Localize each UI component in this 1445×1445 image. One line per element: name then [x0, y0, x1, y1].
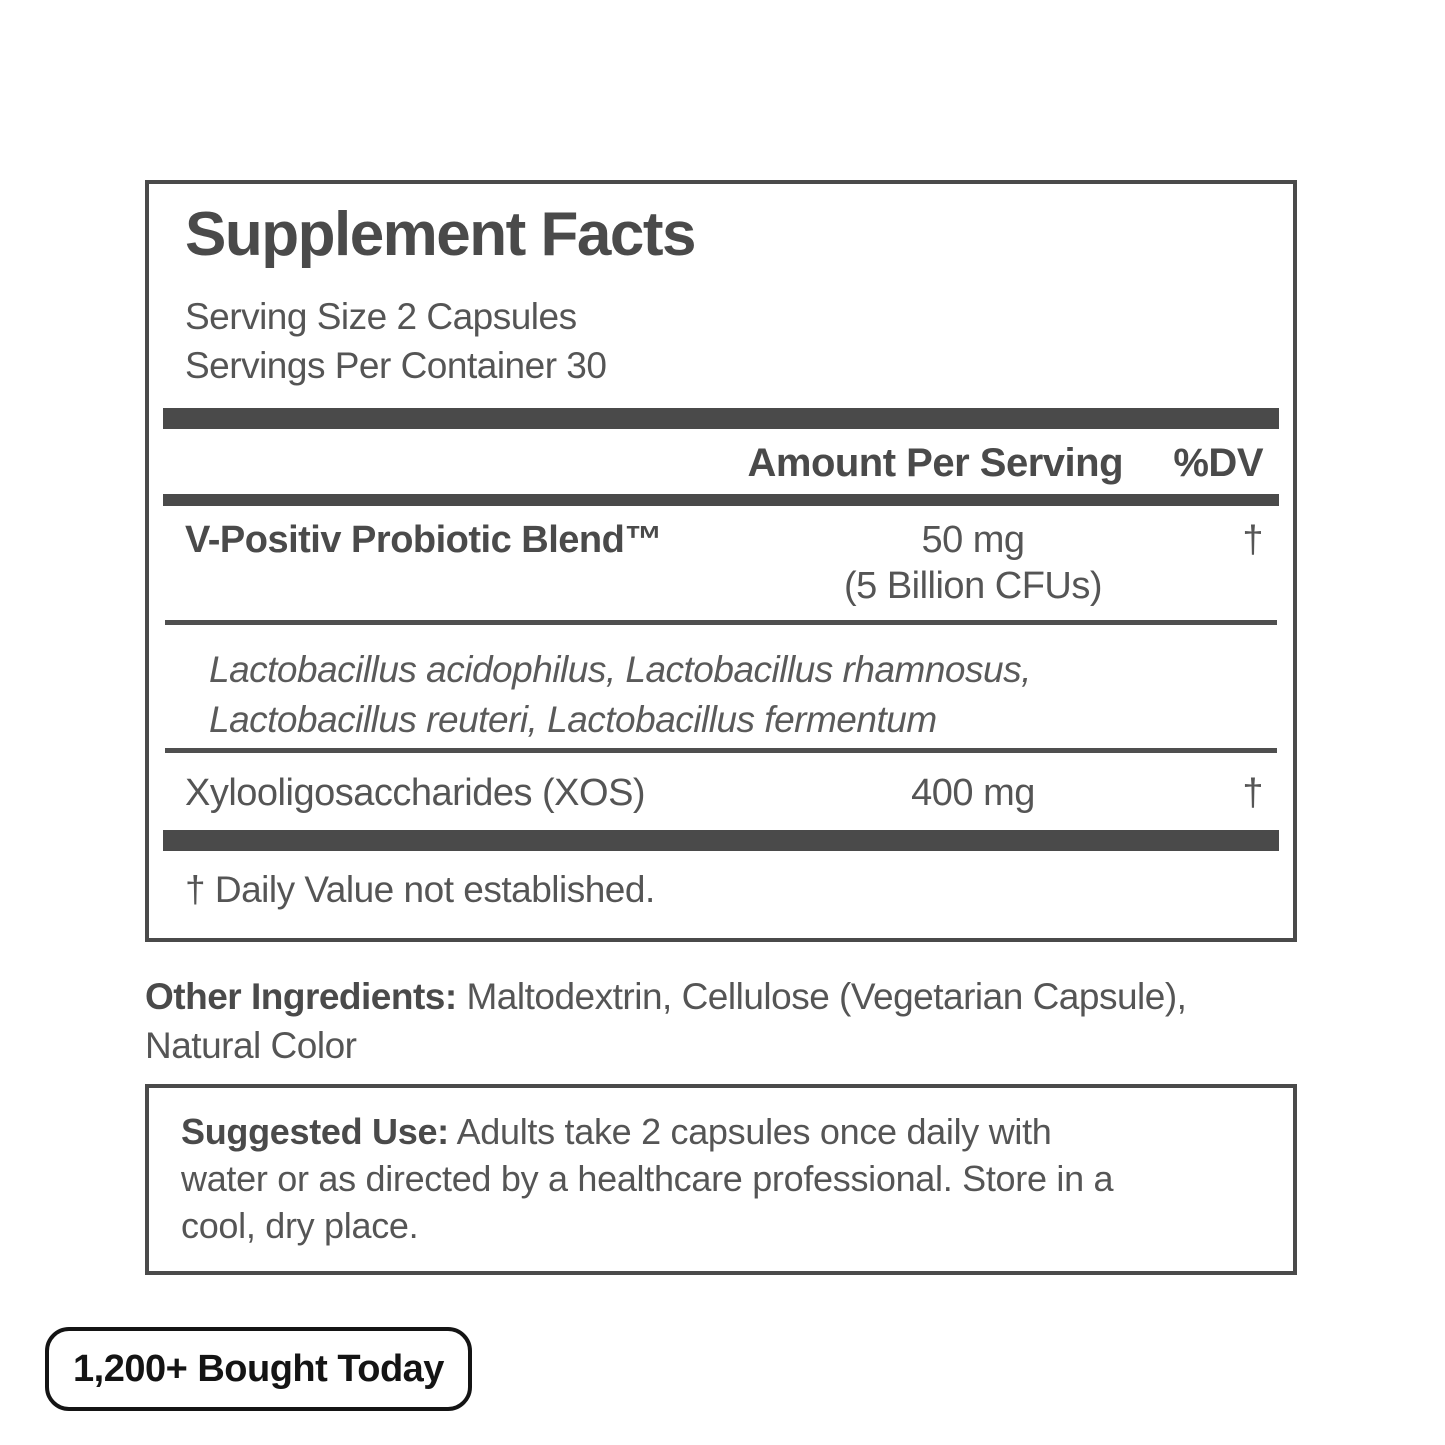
- other-ingredients-label: Other Ingredients:: [145, 976, 457, 1017]
- divider-medium: [163, 494, 1279, 506]
- ingredient-amount-blend: 50 mg (5 Billion CFUs): [823, 517, 1123, 609]
- divider-heavy-bottom: [163, 830, 1279, 851]
- divider-heavy-top: [163, 408, 1279, 429]
- ingredient-name-blend: V-Positiv Probiotic Blend™: [185, 519, 662, 561]
- suggested-use-line-2: water or as directed by a healthcare pro…: [181, 1158, 1114, 1199]
- divider-thin-lower: [165, 748, 1277, 753]
- badge-text: 1,200+ Bought Today: [73, 1348, 444, 1390]
- strains-line-2: Lactobacillus reuteri, Lactobacillus fer…: [209, 699, 937, 740]
- other-ingredients: Other Ingredients: Maltodextrin, Cellulo…: [145, 972, 1300, 1070]
- suggested-use-text: Suggested Use: Adults take 2 capsules on…: [181, 1108, 1263, 1249]
- table-header-row: Amount Per Serving %DV: [149, 429, 1293, 494]
- suggested-use-panel: Suggested Use: Adults take 2 capsules on…: [145, 1084, 1297, 1275]
- strains-line-1: Lactobacillus acidophilus, Lactobacillus…: [209, 649, 1031, 690]
- daily-value-footnote: † Daily Value not established.: [185, 869, 655, 910]
- servings-per-container: Servings Per Container 30: [185, 345, 607, 386]
- probiotic-strains: Lactobacillus acidophilus, Lactobacillus…: [209, 645, 1263, 745]
- divider-thin-upper: [165, 620, 1277, 625]
- amount-note: (5 Billion CFUs): [843, 565, 1103, 607]
- table-row-probiotic-blend: V-Positiv Probiotic Blend™ 50 mg (5 Billi…: [149, 506, 1293, 609]
- ingredient-name-xos: Xylooligosaccharides (XOS): [185, 772, 646, 814]
- suggested-use-line-3: cool, dry place.: [181, 1205, 419, 1246]
- percent-dv-header: %DV: [1173, 441, 1263, 485]
- supplement-facts-panel: Supplement Facts Serving Size 2 Capsules…: [145, 180, 1297, 942]
- panel-title: Supplement Facts: [185, 200, 697, 269]
- amount-value: 50 mg: [921, 519, 1025, 561]
- suggested-use-label: Suggested Use:: [181, 1111, 449, 1152]
- other-ingredients-line-1: Maltodextrin, Cellulose (Vegetarian Caps…: [466, 976, 1187, 1017]
- amount-per-serving-header: Amount Per Serving: [747, 441, 1123, 485]
- suggested-use-line-1: Adults take 2 capsules once daily with: [456, 1111, 1052, 1152]
- ingredient-amount-xos: 400 mg: [911, 772, 1035, 814]
- table-row-xos: Xylooligosaccharides (XOS) 400 mg †: [149, 753, 1293, 816]
- dv-value-blend: †: [1242, 519, 1263, 561]
- serving-size: Serving Size 2 Capsules: [185, 296, 577, 337]
- other-ingredients-line-2: Natural Color: [145, 1025, 357, 1066]
- bought-today-badge: 1,200+ Bought Today: [45, 1327, 472, 1411]
- dv-value-xos: †: [1242, 772, 1263, 814]
